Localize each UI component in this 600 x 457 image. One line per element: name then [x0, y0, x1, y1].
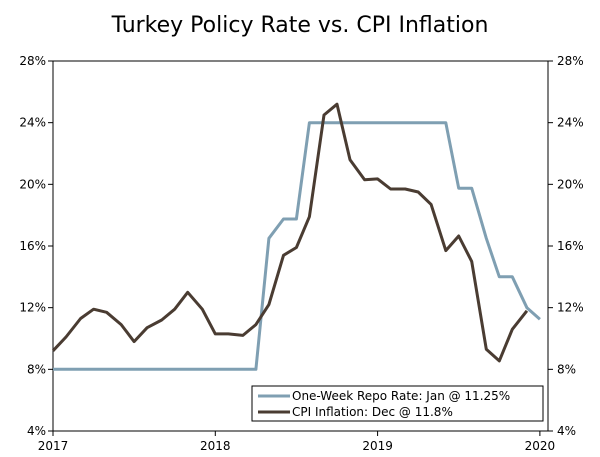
y-left-tick-label: 16% — [19, 239, 46, 253]
y-right-tick-label: 8% — [557, 362, 576, 376]
y-axis-right: 4% 8% 12% 16% 20% 24% 28% — [548, 54, 584, 438]
chart-title: Turkey Policy Rate vs. CPI Inflation — [111, 13, 489, 38]
x-tick-label: 2018 — [200, 439, 231, 453]
y-left-tick-label: 8% — [27, 362, 46, 376]
y-left-tick-label: 4% — [27, 424, 46, 438]
y-right-tick-label: 16% — [557, 239, 584, 253]
x-tick-label: 2020 — [525, 439, 556, 453]
y-left-tick-label: 24% — [19, 116, 46, 130]
series-line-cpi — [51, 102, 529, 363]
y-left-tick-label: 12% — [19, 301, 46, 315]
legend: One-Week Repo Rate: Jan @ 11.25% CPI Inf… — [251, 385, 544, 422]
y-axis-left: 4% 8% 12% 16% 20% 24% 28% — [19, 54, 53, 438]
y-right-tick-label: 20% — [557, 177, 584, 191]
x-axis: 2017 2018 2019 2020 — [38, 431, 555, 453]
y-left-tick-label: 20% — [19, 177, 46, 191]
legend-label-cpi: CPI Inflation: Dec @ 11.8% — [292, 405, 453, 419]
series-lines — [51, 102, 541, 371]
y-left-tick-label: 28% — [19, 54, 46, 68]
x-tick-label: 2017 — [38, 439, 69, 453]
plot-area-frame — [52, 60, 549, 432]
series-line-repo-rate — [53, 121, 541, 371]
legend-label-repo-rate: One-Week Repo Rate: Jan @ 11.25% — [292, 389, 510, 403]
y-right-tick-label: 12% — [557, 301, 584, 315]
y-right-tick-label: 4% — [557, 424, 576, 438]
x-tick-label: 2019 — [362, 439, 393, 453]
legend-box — [251, 385, 544, 422]
y-right-tick-label: 24% — [557, 116, 584, 130]
y-right-tick-label: 28% — [557, 54, 584, 68]
